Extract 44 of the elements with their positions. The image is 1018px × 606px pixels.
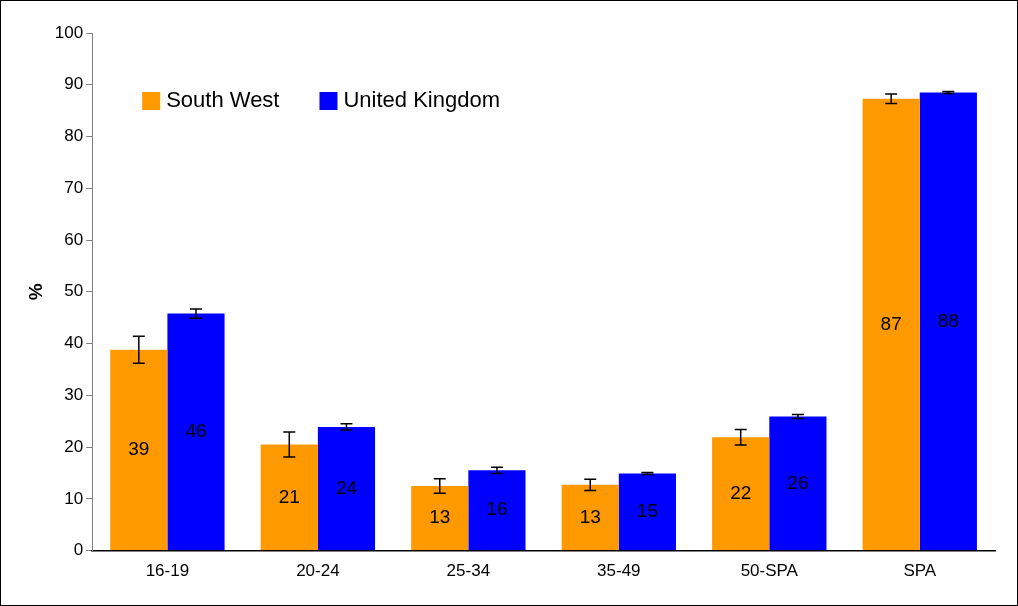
- x-tick-label: 16-19: [145, 561, 190, 581]
- y-tick-label: 40: [64, 333, 84, 353]
- data-label: 24: [335, 476, 358, 498]
- y-tick-label: 80: [64, 126, 84, 146]
- y-tick-label: 30: [64, 385, 84, 405]
- legend-label: United Kingdom: [343, 87, 501, 113]
- bar: [411, 485, 469, 551]
- bar: [317, 426, 376, 551]
- y-tick-label: 70: [64, 177, 84, 197]
- data-label: 39: [128, 438, 150, 460]
- y-tick-label: 60: [64, 229, 84, 249]
- data-label: 16: [486, 498, 508, 520]
- y-axis-title: %: [24, 283, 46, 301]
- bar: [167, 313, 225, 551]
- x-tick-label: 25-34: [446, 561, 491, 581]
- bar: [561, 484, 619, 551]
- data-label: 26: [787, 471, 809, 493]
- bar: [919, 92, 977, 551]
- bar: [862, 98, 920, 551]
- legend-label: South West: [166, 87, 280, 113]
- data-label: 46: [185, 420, 207, 442]
- y-tick-label: 90: [64, 74, 84, 94]
- data-label: 13: [579, 505, 601, 527]
- bar: [712, 437, 770, 551]
- y-tick-label: 20: [64, 436, 84, 456]
- bar: [468, 470, 526, 551]
- y-tick-label: 10: [64, 488, 84, 508]
- bar: [618, 473, 676, 551]
- x-tick-label: 20-24: [296, 561, 340, 581]
- data-label: 21: [278, 485, 300, 507]
- y-tick-label: 0: [73, 540, 84, 560]
- x-tick-label: 50-SPA: [740, 561, 799, 581]
- bar: [110, 349, 168, 551]
- bar: [769, 416, 827, 551]
- data-label: 87: [880, 312, 902, 334]
- y-tick-label: 100: [54, 22, 84, 42]
- data-label: 22: [730, 481, 752, 503]
- y-tick-label: 50: [64, 281, 84, 301]
- x-tick-label: 35-49: [597, 561, 641, 581]
- data-label: 15: [636, 500, 658, 522]
- x-tick-label: SPA: [903, 561, 937, 581]
- data-label: 88: [937, 309, 959, 331]
- data-label: 13: [429, 506, 451, 528]
- bar: [260, 444, 318, 551]
